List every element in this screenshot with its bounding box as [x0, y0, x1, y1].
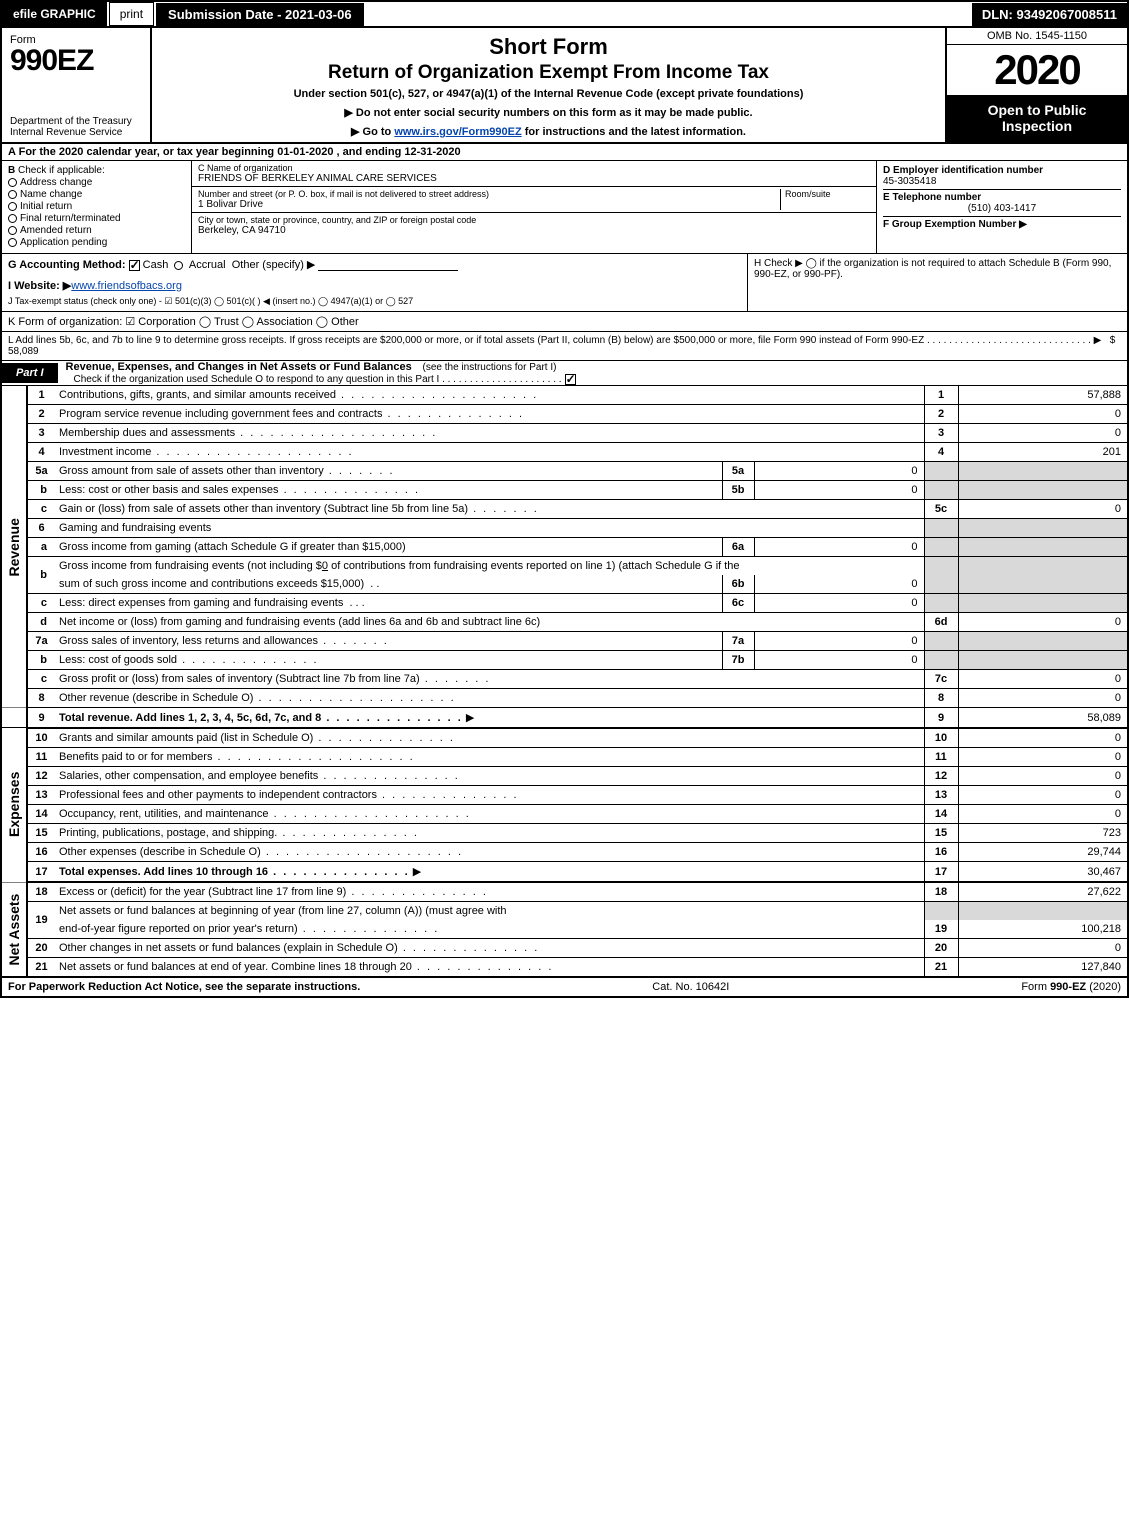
cb-name-change[interactable]: Name change: [8, 189, 185, 200]
col-d-identifiers: D Employer identification number 45-3035…: [877, 161, 1127, 253]
cb-accrual[interactable]: [174, 261, 183, 270]
agency-irs: Internal Revenue Service: [10, 127, 142, 138]
c-city-label: City or town, state or province, country…: [198, 215, 870, 225]
col-c-orginfo: C Name of organization FRIENDS OF BERKEL…: [192, 161, 877, 253]
part-i-tag: Part I: [2, 363, 58, 383]
footer-formid: Form 990-EZ (2020): [1021, 981, 1121, 993]
val-6d: 0: [958, 613, 1128, 632]
side-netassets: Net Assets: [1, 882, 27, 977]
dln-label: DLN: 93492067008511: [972, 3, 1127, 26]
cb-application-pending[interactable]: Application pending: [8, 237, 185, 248]
val-4: 201: [958, 443, 1128, 462]
cb-cash[interactable]: [129, 260, 140, 271]
e-phone-label: E Telephone number: [883, 192, 981, 203]
g-accounting: G Accounting Method: Cash Accrual Other …: [8, 258, 741, 271]
title-return: Return of Organization Exempt From Incom…: [156, 62, 941, 84]
side-expenses: Expenses: [1, 728, 27, 882]
ln-1: 1: [27, 386, 55, 405]
val-6b: 0: [754, 575, 924, 594]
website-link[interactable]: www.friendsofbacs.org: [71, 280, 182, 292]
side-revenue: Revenue: [1, 386, 27, 708]
tax-year: 2020: [947, 45, 1127, 96]
val-7a: 0: [754, 632, 924, 651]
col-b-checkboxes: B Check if applicable: Address change Na…: [2, 161, 192, 253]
part-i-header: Part I Revenue, Expenses, and Changes in…: [0, 361, 1129, 386]
i-website: I Website: ▶www.friendsofbacs.org: [8, 279, 741, 292]
form-header: Form 990EZ Department of the Treasury In…: [0, 26, 1129, 144]
cb-amended-return[interactable]: Amended return: [8, 225, 185, 236]
agency-treasury: Department of the Treasury: [10, 116, 142, 127]
cb-final-return[interactable]: Final return/terminated: [8, 213, 185, 224]
cb-address-change[interactable]: Address change: [8, 177, 185, 188]
header-right: OMB No. 1545-1150 2020 Open to Public In…: [947, 28, 1127, 142]
instructions-line: ▶ Go to www.irs.gov/Form990EZ for instru…: [156, 125, 941, 138]
row-k-form-org: K Form of organization: ☑ Corporation ◯ …: [0, 312, 1129, 332]
val-8: 0: [958, 689, 1128, 708]
footer-paperwork: For Paperwork Reduction Act Notice, see …: [8, 981, 360, 993]
val-14: 0: [958, 805, 1128, 824]
val-11: 0: [958, 748, 1128, 767]
val-16: 29,744: [958, 843, 1128, 862]
form-number: 990EZ: [10, 44, 142, 78]
h-schedule-b: H Check ▶ ◯ if the organization is not r…: [747, 254, 1127, 311]
row-l-gross: L Add lines 5b, 6c, and 7b to line 9 to …: [0, 332, 1129, 361]
val-12: 0: [958, 767, 1128, 786]
val-5a: 0: [754, 462, 924, 481]
val-21: 127,840: [958, 958, 1128, 977]
val-20: 0: [958, 939, 1128, 958]
top-bar: efile GRAPHIC print Submission Date - 20…: [0, 0, 1129, 26]
cb-schedule-o[interactable]: [565, 374, 576, 385]
header-left: Form 990EZ Department of the Treasury In…: [2, 28, 152, 142]
omb-number: OMB No. 1545-1150: [947, 28, 1127, 45]
d-ein-label: D Employer identification number: [883, 165, 1043, 176]
val-6a: 0: [754, 538, 924, 557]
part-i-checkline: Check if the organization used Schedule …: [66, 374, 562, 385]
val-17: 30,467: [958, 862, 1128, 883]
footer: For Paperwork Reduction Act Notice, see …: [0, 977, 1129, 998]
org-name: FRIENDS OF BERKELEY ANIMAL CARE SERVICES: [198, 173, 870, 184]
val-18: 27,622: [958, 882, 1128, 902]
f-group-label: F Group Exemption Number ▶: [883, 219, 1027, 230]
val-5c: 0: [958, 500, 1128, 519]
val-19: 100,218: [958, 920, 1128, 939]
subtitle-section: Under section 501(c), 527, or 4947(a)(1)…: [156, 88, 941, 100]
header-mid: Short Form Return of Organization Exempt…: [152, 28, 947, 142]
room-suite-label: Room/suite: [785, 189, 870, 199]
org-city: Berkeley, CA 94710: [198, 225, 870, 236]
val-15: 723: [958, 824, 1128, 843]
org-address: 1 Bolivar Drive: [198, 199, 780, 210]
val-7b: 0: [754, 651, 924, 670]
val-1: 57,888: [958, 386, 1128, 405]
val-9: 58,089: [958, 708, 1128, 729]
d-ein-value: 45-3035418: [883, 176, 936, 187]
row-a-taxyear: A For the 2020 calendar year, or tax yea…: [0, 144, 1129, 161]
efile-graphic-button[interactable]: efile GRAPHIC: [2, 2, 107, 26]
c-name-label: C Name of organization: [198, 163, 870, 173]
submission-date: Submission Date - 2021-03-06: [156, 3, 364, 26]
info-grid: B Check if applicable: Address change Na…: [0, 161, 1129, 254]
public-inspection: Open to Public Inspection: [947, 96, 1127, 142]
val-13: 0: [958, 786, 1128, 805]
part-i-title: Revenue, Expenses, and Changes in Net As…: [66, 361, 412, 373]
val-7c: 0: [958, 670, 1128, 689]
val-10: 0: [958, 728, 1128, 748]
cb-initial-return[interactable]: Initial return: [8, 201, 185, 212]
print-button[interactable]: print: [109, 2, 154, 26]
footer-catno: Cat. No. 10642I: [652, 981, 729, 993]
val-6c: 0: [754, 594, 924, 613]
c-addr-label: Number and street (or P. O. box, if mail…: [198, 189, 780, 199]
val-2: 0: [958, 405, 1128, 424]
title-short-form: Short Form: [156, 34, 941, 60]
j-tax-exempt: J Tax-exempt status (check only one) - ☑…: [8, 296, 741, 307]
ssn-warning: ▶ Do not enter social security numbers o…: [156, 106, 941, 119]
irs-link[interactable]: www.irs.gov/Form990EZ: [394, 126, 521, 138]
e-phone-value: (510) 403-1417: [883, 203, 1121, 214]
part-i-table: Revenue 1 Contributions, gifts, grants, …: [0, 386, 1129, 977]
val-5b: 0: [754, 481, 924, 500]
row-g-h: G Accounting Method: Cash Accrual Other …: [0, 254, 1129, 312]
val-3: 0: [958, 424, 1128, 443]
